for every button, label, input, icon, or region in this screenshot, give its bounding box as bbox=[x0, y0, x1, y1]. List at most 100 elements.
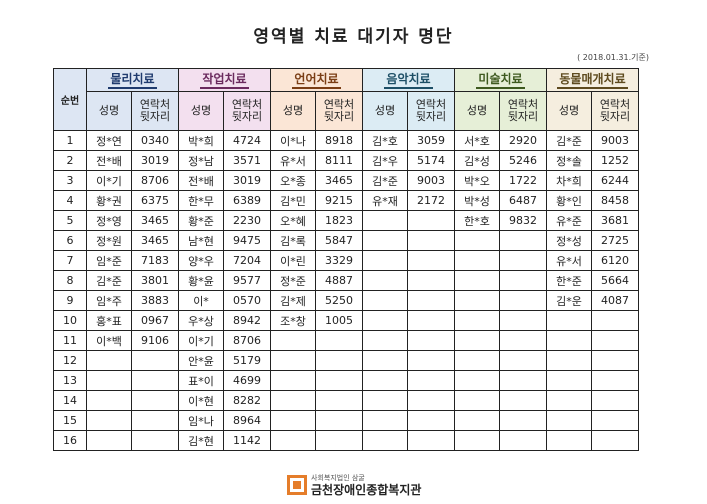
contact-cell: 3681 bbox=[591, 210, 639, 231]
name-cell: 이*기 bbox=[86, 170, 132, 191]
table-row: 7 임*준 7183 양*우 7204 이*린 3329 유*서 6120 bbox=[53, 250, 639, 271]
contact-cell bbox=[591, 350, 639, 371]
name-cell: 서*호 bbox=[454, 130, 500, 151]
row-number: 5 bbox=[53, 210, 87, 231]
name-cell: 김*준 bbox=[86, 270, 132, 291]
name-cell bbox=[454, 330, 500, 351]
name-cell: 정*연 bbox=[86, 130, 132, 151]
name-cell: 이*린 bbox=[270, 250, 316, 271]
name-cell: 임*준 bbox=[86, 250, 132, 271]
table-row: 12 안*윤 5179 bbox=[53, 350, 639, 371]
contact-cell bbox=[499, 230, 547, 251]
contact-cell bbox=[315, 410, 363, 431]
category-header: 작업치료 bbox=[178, 68, 271, 92]
contact-cell: 2230 bbox=[223, 210, 271, 231]
contact-cell bbox=[131, 370, 179, 391]
contact-subheader: 연락처 뒷자리 bbox=[407, 91, 455, 131]
contact-cell: 5179 bbox=[223, 350, 271, 371]
name-cell bbox=[270, 370, 316, 391]
name-cell bbox=[362, 350, 408, 371]
contact-cell: 7204 bbox=[223, 250, 271, 271]
name-cell: 정*준 bbox=[270, 270, 316, 291]
name-cell: 오*혜 bbox=[270, 210, 316, 231]
contact-cell: 9215 bbox=[315, 190, 363, 211]
contact-cell bbox=[591, 410, 639, 431]
name-cell: 김*우 bbox=[362, 150, 408, 171]
contact-cell: 6389 bbox=[223, 190, 271, 211]
org-subtitle: 사회복지법인 삼굴 bbox=[311, 473, 365, 482]
name-cell bbox=[454, 290, 500, 311]
row-number: 10 bbox=[53, 310, 87, 331]
name-cell: 유*준 bbox=[546, 210, 592, 231]
category-header: 언어치료 bbox=[270, 68, 363, 92]
contact-cell bbox=[591, 330, 639, 351]
name-cell: 이*현 bbox=[178, 390, 224, 411]
contact-cell bbox=[499, 370, 547, 391]
name-cell: 임*주 bbox=[86, 290, 132, 311]
page-title: 영역별 치료 대기자 명단 bbox=[253, 27, 454, 47]
contact-subheader: 연락처 뒷자리 bbox=[315, 91, 363, 131]
name-cell: 박*오 bbox=[454, 170, 500, 191]
contact-cell: 8282 bbox=[223, 390, 271, 411]
contact-cell: 1252 bbox=[591, 150, 639, 171]
table-row: 6 정*원 3465 남*현 9475 김*록 5847 정*성 2725 bbox=[53, 230, 639, 251]
table-row: 5 정*영 3465 황*준 2230 오*혜 1823 한*호 9832 유*준 3681 bbox=[53, 210, 639, 231]
category-label: 작업치료 bbox=[200, 72, 249, 89]
name-cell: 황*인 bbox=[546, 190, 592, 211]
row-number: 8 bbox=[53, 270, 87, 291]
contact-cell: 8111 bbox=[315, 150, 363, 171]
contact-cell: 9003 bbox=[407, 170, 455, 191]
contact-cell: 3019 bbox=[131, 150, 179, 171]
org-name: 금천장애인종합복지관 bbox=[311, 482, 422, 497]
contact-cell: 5174 bbox=[407, 150, 455, 171]
contact-cell bbox=[499, 330, 547, 351]
name-cell: 유*서 bbox=[270, 150, 316, 171]
name-cell bbox=[362, 330, 408, 351]
name-cell bbox=[454, 430, 500, 451]
contact-cell: 2172 bbox=[407, 190, 455, 211]
contact-cell bbox=[407, 270, 455, 291]
name-cell: 정*남 bbox=[178, 150, 224, 171]
contact-subheader: 연락처 뒷자리 bbox=[131, 91, 179, 131]
name-cell bbox=[362, 370, 408, 391]
waitlist-table: 순번 물리치료 작업치료 언어치료 음악치료 미술치료 동물매개치료 성명 연락처… bbox=[53, 68, 639, 451]
contact-cell: 8942 bbox=[223, 310, 271, 331]
name-cell bbox=[546, 410, 592, 431]
name-cell bbox=[86, 390, 132, 411]
name-cell bbox=[362, 270, 408, 291]
contact-cell: 1823 bbox=[315, 210, 363, 231]
contact-cell bbox=[407, 350, 455, 371]
name-cell: 김*민 bbox=[270, 190, 316, 211]
name-cell: 홍*표 bbox=[86, 310, 132, 331]
row-number: 15 bbox=[53, 410, 87, 431]
name-cell bbox=[546, 330, 592, 351]
table-row: 13 표*이 4699 bbox=[53, 370, 639, 391]
contact-subheader: 연락처 뒷자리 bbox=[223, 91, 271, 131]
contact-cell bbox=[407, 250, 455, 271]
name-cell: 이*기 bbox=[178, 330, 224, 351]
name-subheader: 성명 bbox=[86, 91, 132, 131]
contact-cell bbox=[131, 410, 179, 431]
contact-cell: 3465 bbox=[131, 210, 179, 231]
name-cell bbox=[454, 410, 500, 431]
name-cell bbox=[454, 390, 500, 411]
contact-cell: 0340 bbox=[131, 130, 179, 151]
name-cell: 한*무 bbox=[178, 190, 224, 211]
contact-cell bbox=[407, 430, 455, 451]
name-cell: 안*윤 bbox=[178, 350, 224, 371]
contact-cell bbox=[499, 310, 547, 331]
name-cell bbox=[546, 370, 592, 391]
name-cell bbox=[86, 350, 132, 371]
contact-cell bbox=[591, 310, 639, 331]
contact-cell: 3465 bbox=[315, 170, 363, 191]
contact-cell: 5246 bbox=[499, 150, 547, 171]
contact-cell bbox=[407, 230, 455, 251]
contact-cell: 0967 bbox=[131, 310, 179, 331]
name-cell bbox=[270, 330, 316, 351]
contact-subheader: 연락처 뒷자리 bbox=[591, 91, 639, 131]
category-label: 물리치료 bbox=[108, 72, 157, 89]
contact-cell: 3571 bbox=[223, 150, 271, 171]
contact-cell bbox=[407, 310, 455, 331]
name-cell: 정*원 bbox=[86, 230, 132, 251]
name-cell bbox=[454, 230, 500, 251]
